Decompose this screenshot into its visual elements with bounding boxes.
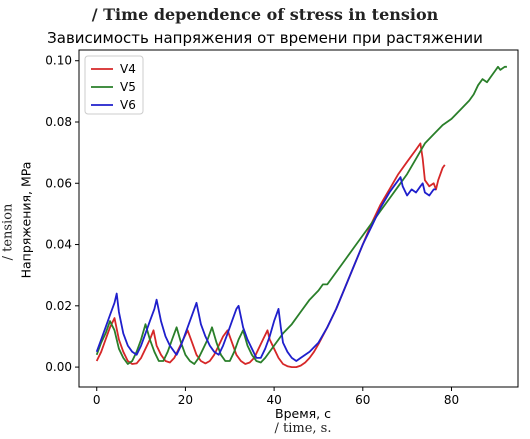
x-tick-label: 80 <box>444 393 459 407</box>
series-line-v4 <box>95 142 446 368</box>
x-tick-label: 40 <box>266 393 281 407</box>
figure-caption: / Time dependence of stress in tension <box>91 5 439 24</box>
legend-label-v4: V4 <box>120 62 136 76</box>
x-tick-label: 0 <box>93 393 101 407</box>
y-ticks: 0.00 0.02 0.04 0.06 0.08 0.10 <box>45 54 79 374</box>
x-axis-label: Время, с <box>275 406 331 421</box>
x-axis-label-en: / time, s. <box>274 421 332 436</box>
series-line-v5 <box>95 65 507 365</box>
y-tick-label: 0.04 <box>45 238 72 252</box>
y-tick-label: 0.08 <box>45 115 72 129</box>
series-layer <box>95 65 507 368</box>
axes-frame <box>78 49 519 388</box>
y-tick-label: 0.10 <box>45 54 72 68</box>
x-tick-label: 20 <box>178 393 193 407</box>
legend-label-v6: V6 <box>120 98 136 112</box>
x-tick-label: 60 <box>355 393 370 407</box>
legend-label-v5: V5 <box>120 80 136 94</box>
legend-box <box>84 55 144 115</box>
y-tick-label: 0.00 <box>45 360 72 374</box>
x-ticks: 0 20 40 60 80 <box>93 387 459 407</box>
chart-title: Зависимость напряжения от времени при ра… <box>47 29 483 47</box>
series-line-v6 <box>95 176 436 362</box>
y-tick-label: 0.02 <box>45 299 72 313</box>
legend: V4 V5 V6 <box>84 55 144 115</box>
y-tick-label: 0.06 <box>45 176 72 190</box>
